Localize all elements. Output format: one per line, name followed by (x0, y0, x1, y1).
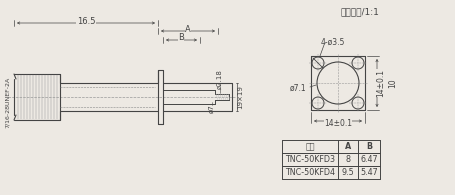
Text: 实物尺寸/1:1: 实物尺寸/1:1 (340, 7, 379, 16)
Text: 6.47: 6.47 (359, 155, 377, 164)
Text: A: A (185, 25, 191, 34)
Text: 14±0.1: 14±0.1 (324, 119, 351, 128)
Text: 8: 8 (345, 155, 350, 164)
Text: B: B (177, 34, 183, 43)
Text: TNC-50KFD4: TNC-50KFD4 (284, 168, 334, 177)
Text: 5.47: 5.47 (359, 168, 377, 177)
Text: 19×19: 19×19 (237, 85, 243, 109)
Text: TNC-50KFD3: TNC-50KFD3 (284, 155, 334, 164)
Text: 14±0.1: 14±0.1 (376, 69, 384, 97)
Text: A: A (344, 142, 350, 151)
Text: 9.5: 9.5 (341, 168, 354, 177)
Text: ø7: ø7 (208, 105, 214, 113)
Text: B: B (365, 142, 371, 151)
Text: 10: 10 (388, 78, 397, 88)
Text: 类型: 类型 (304, 142, 314, 151)
Text: 4-ø3.5: 4-ø3.5 (320, 37, 344, 46)
Text: 16.5: 16.5 (76, 17, 95, 26)
Text: ø7.1: ø7.1 (289, 83, 306, 92)
Text: ø2.18: ø2.18 (217, 69, 222, 89)
Text: 7/16-28UNEF-2A: 7/16-28UNEF-2A (5, 76, 10, 128)
